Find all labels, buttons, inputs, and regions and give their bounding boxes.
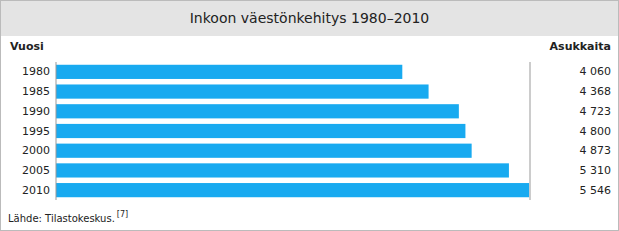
data-label: 4 723: [580, 105, 612, 118]
axis-line: [56, 62, 57, 200]
chart: Inkoon väestönkehitys 1980–2010 Vuosi Asuk…: [0, 0, 619, 231]
data-label: 4 368: [580, 85, 612, 98]
category-label: 1990: [22, 105, 50, 118]
data-label: 5 310: [580, 164, 612, 177]
category-label: 2000: [22, 144, 50, 157]
separator-line: [530, 62, 531, 200]
category-label: 2005: [22, 164, 50, 177]
category-label: 2010: [22, 184, 50, 197]
bar: [56, 163, 509, 177]
data-label: 4 800: [580, 125, 612, 138]
data-label: 4 060: [580, 65, 612, 78]
bars: [56, 65, 529, 197]
category-label: 1985: [22, 85, 50, 98]
bar: [56, 144, 472, 158]
chart-container: Inkoon väestönkehitys 1980–2010 Vuosi Asuk…: [0, 0, 619, 231]
data-label: 4 873: [580, 144, 612, 157]
x-axis-label: Asukkaita: [550, 40, 611, 53]
title: Inkoon väestönkehitys 1980–2010: [190, 10, 430, 26]
bar: [56, 104, 459, 118]
border: [1, 1, 619, 231]
category-label: 1995: [22, 125, 50, 138]
bar: [56, 65, 402, 79]
category-label: 1980: [22, 65, 50, 78]
title-banner: [0, 0, 619, 36]
footer: Lähde: Tilastokeskus.: [8, 213, 115, 224]
bar: [56, 84, 429, 98]
footer-superscript: [7]: [117, 210, 128, 219]
data-label: 5 546: [580, 184, 612, 197]
bar: [56, 124, 465, 138]
bar: [56, 183, 529, 197]
y-axis-label: Vuosi: [10, 40, 44, 53]
